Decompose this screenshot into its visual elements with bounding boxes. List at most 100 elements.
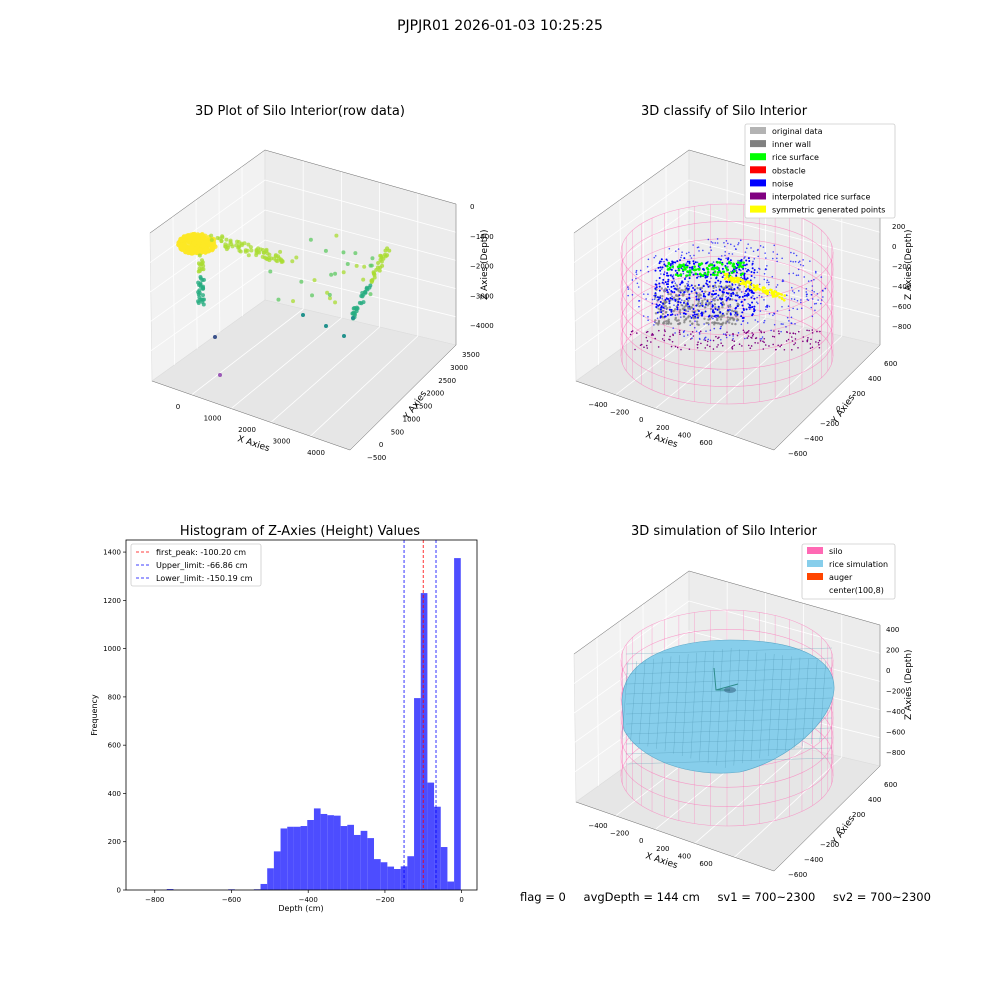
noise-point [805, 295, 808, 297]
noise-point [677, 303, 680, 306]
noise-point [715, 316, 717, 319]
noise-point [742, 316, 745, 319]
noise-point [719, 311, 722, 314]
noise-point [750, 247, 752, 249]
inner-wall-point [655, 322, 658, 325]
scatter-point [200, 297, 205, 302]
avg-depth-text: avgDepth = 144 cm [583, 890, 700, 904]
noise-point [790, 251, 792, 254]
x-tick-label: 600 [699, 860, 712, 868]
noise-point [646, 265, 649, 268]
noise-point [737, 243, 739, 246]
scatter-point [361, 300, 366, 305]
noise-point [724, 254, 726, 257]
noise-point [701, 268, 704, 271]
noise-point [647, 270, 650, 273]
scatter-point [334, 233, 339, 238]
interpolated-point [684, 344, 686, 346]
interpolated-point [689, 338, 692, 340]
noise-point [689, 324, 692, 326]
inner-wall-point [663, 320, 666, 323]
flag-text: flag = 0 [520, 890, 566, 904]
inner-wall-point [734, 322, 737, 326]
noise-point [695, 313, 698, 316]
y-tick-label: 200 [852, 811, 865, 819]
scatter-point [379, 255, 384, 260]
inner-wall-point [721, 322, 724, 325]
legend: silo rice simulation auger center(100,8) [801, 543, 896, 600]
scatter-point [368, 283, 373, 288]
grid-line [172, 216, 175, 365]
noise-point [814, 270, 817, 273]
interpolated-point [818, 346, 821, 349]
inner-wall-point [732, 318, 735, 322]
inner-wall-point [714, 306, 717, 309]
interpolated-point [663, 339, 666, 342]
noise-point [792, 307, 794, 310]
interpolated-point [755, 337, 758, 339]
inner-wall-point [695, 320, 699, 323]
inner-wall-point [709, 302, 712, 305]
noise-point [688, 285, 691, 288]
noise-point [745, 259, 748, 262]
noise-point [647, 319, 649, 321]
noise-point [746, 322, 749, 324]
noise-point [747, 243, 749, 245]
interpolated-point [717, 344, 719, 346]
inner-wall-point [713, 284, 717, 287]
noise-point [666, 313, 669, 316]
noise-point [790, 316, 793, 319]
noise-point [711, 305, 714, 308]
z-tick-label: 0 [470, 203, 474, 211]
legend-swatch [807, 560, 823, 567]
inner-wall-point [722, 303, 726, 306]
scatter-point [362, 264, 367, 269]
scatter-point [243, 249, 248, 254]
noise-point [688, 305, 691, 308]
noise-point [729, 308, 731, 311]
interpolated-point [811, 329, 814, 331]
inner-wall-point [700, 286, 704, 290]
noise-point [658, 282, 661, 285]
noise-point [688, 277, 691, 280]
noise-point [709, 339, 712, 342]
noise-point [785, 294, 788, 296]
scatter-points [176, 231, 392, 377]
noise-point [725, 240, 728, 242]
noise-point [687, 310, 689, 313]
noise-point [679, 301, 682, 304]
scatter-point [209, 233, 214, 238]
noise-point [731, 283, 734, 286]
noise-point [716, 238, 719, 240]
noise-point [689, 315, 692, 318]
noise-point [736, 286, 739, 289]
noise-point [764, 252, 766, 254]
noise-point [647, 293, 649, 295]
noise-point [730, 243, 732, 246]
noise-point [655, 279, 658, 282]
noise-point [693, 254, 695, 257]
interpolated-point [811, 332, 814, 334]
legend-swatch [807, 547, 823, 554]
noise-point [794, 260, 797, 263]
inner-wall-point [704, 290, 707, 293]
noise-point [714, 242, 717, 244]
noise-point [768, 305, 771, 308]
noise-point [656, 317, 659, 320]
scatter-point [299, 279, 304, 284]
inner-wall-point [675, 284, 678, 287]
grid-line [310, 335, 419, 437]
noise-point [740, 315, 743, 318]
interpolated-point [692, 335, 695, 337]
interpolated-point [808, 329, 810, 332]
legend-label: auger [829, 573, 853, 582]
scatter-point [345, 262, 350, 267]
noise-point [759, 338, 762, 340]
noise-point [765, 306, 767, 308]
noise-point [782, 279, 784, 281]
noise-point [763, 299, 765, 301]
noise-point [674, 261, 677, 264]
grid-line [642, 183, 645, 333]
noise-point [746, 288, 749, 291]
interpolated-point [678, 331, 681, 334]
